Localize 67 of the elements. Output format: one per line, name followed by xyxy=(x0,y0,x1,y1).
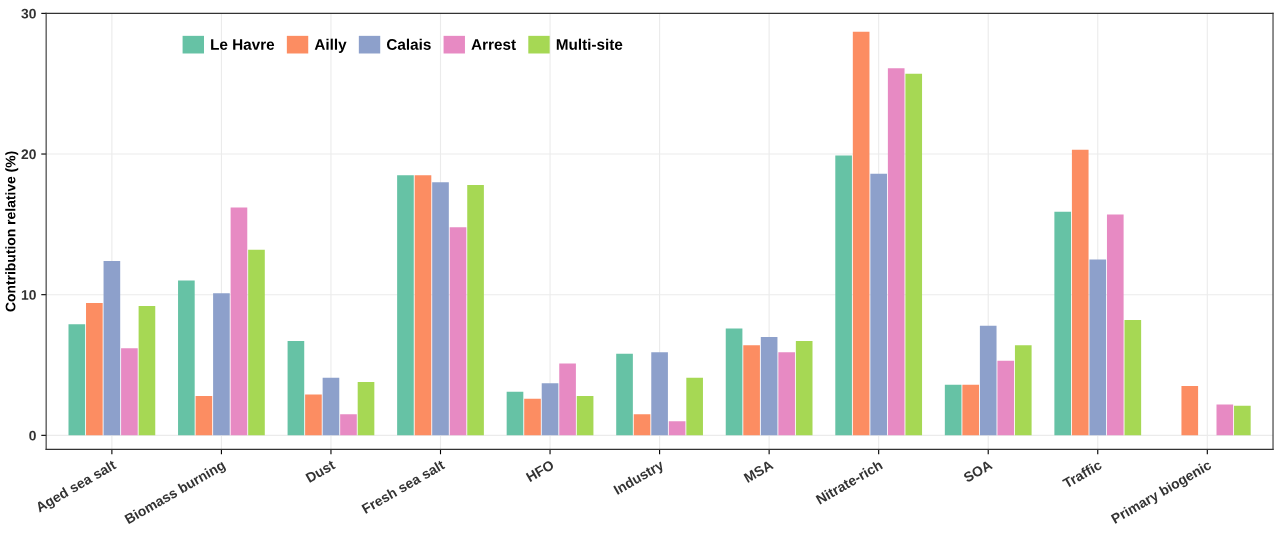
bar xyxy=(1054,211,1072,436)
bar xyxy=(1071,149,1089,436)
bar xyxy=(1014,345,1032,436)
bar xyxy=(121,348,138,436)
bar xyxy=(760,336,778,436)
y-tick-label: 20 xyxy=(21,149,36,160)
bar xyxy=(287,341,305,436)
bar xyxy=(322,377,340,436)
x-tick-label: HFO xyxy=(525,459,555,483)
legend-label: Arrest xyxy=(471,39,516,50)
bar xyxy=(178,280,195,436)
y-tick-label: 10 xyxy=(21,290,36,300)
x-tick-label: Dust xyxy=(305,459,336,483)
y-axis-title: Contribution relative (%) xyxy=(5,151,19,312)
legend-label: Ailly xyxy=(314,38,347,53)
x-tick-label: MSA xyxy=(743,459,774,483)
bar xyxy=(870,173,887,436)
legend-label: Multi-site xyxy=(556,38,623,50)
bar xyxy=(616,353,633,436)
bar xyxy=(357,381,375,436)
bar xyxy=(414,175,432,436)
bar xyxy=(248,249,265,436)
bar xyxy=(1124,320,1142,436)
bar xyxy=(997,360,1015,436)
bar xyxy=(506,391,524,436)
bar xyxy=(1216,404,1234,436)
bar xyxy=(230,207,248,436)
bar xyxy=(835,155,852,436)
bar xyxy=(541,383,559,436)
bar xyxy=(576,395,594,436)
bar xyxy=(743,345,760,436)
bar xyxy=(1234,405,1251,436)
bar xyxy=(852,31,870,436)
bar xyxy=(397,175,414,436)
bar xyxy=(979,325,997,436)
bar xyxy=(213,293,230,436)
bar xyxy=(944,384,962,436)
bar xyxy=(138,305,156,436)
bar xyxy=(103,260,121,436)
bar xyxy=(633,414,651,436)
bar xyxy=(1089,259,1107,436)
bar xyxy=(467,184,484,436)
legend-label: Le Havre xyxy=(211,39,275,50)
bar xyxy=(668,421,686,436)
bar xyxy=(432,182,449,436)
bar xyxy=(1106,214,1124,436)
x-tick-label: SOA xyxy=(962,459,993,483)
bar xyxy=(778,352,795,436)
bar xyxy=(1181,386,1199,436)
bar xyxy=(905,73,923,436)
bar xyxy=(524,398,541,436)
bar xyxy=(68,324,86,436)
bar xyxy=(195,395,213,436)
bar xyxy=(686,377,703,436)
bar xyxy=(651,352,668,436)
bar xyxy=(449,227,467,436)
bar xyxy=(795,341,813,436)
bar xyxy=(559,363,576,436)
bar xyxy=(86,303,103,436)
legend-label: Calais xyxy=(386,38,431,50)
bar xyxy=(962,384,980,436)
bar xyxy=(887,68,905,436)
y-tick-label: 30 xyxy=(21,8,36,19)
bar xyxy=(340,414,357,436)
bar xyxy=(305,394,322,436)
bar xyxy=(725,328,743,436)
y-tick-label: 0 xyxy=(29,430,36,441)
